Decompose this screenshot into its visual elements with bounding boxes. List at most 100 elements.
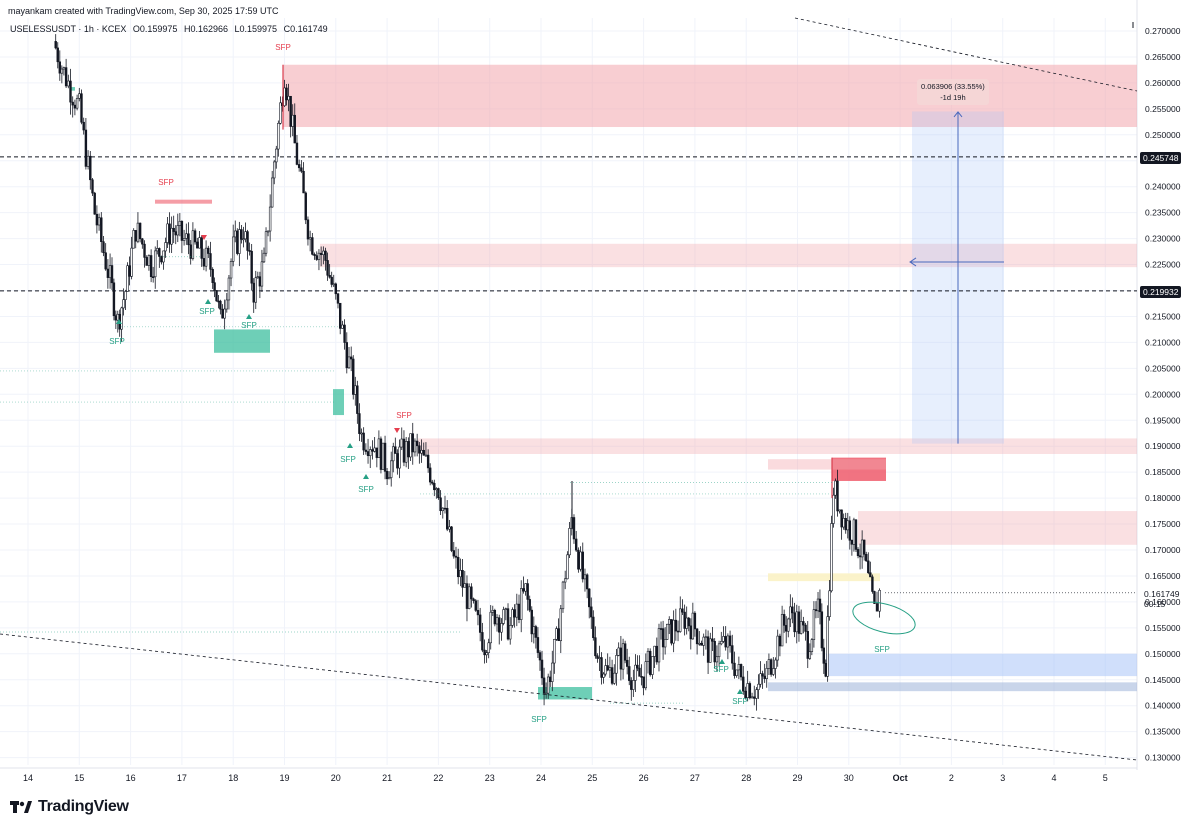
candle-body <box>795 611 798 633</box>
candle-body <box>448 526 451 530</box>
candle-body <box>854 519 858 550</box>
candle-body <box>328 274 331 278</box>
candle-body <box>810 639 814 652</box>
candle-body <box>396 453 399 469</box>
candle-body <box>293 114 296 144</box>
candle-body <box>426 454 430 469</box>
candle-body <box>489 611 492 644</box>
candle-body <box>260 261 264 287</box>
candle-body <box>536 637 540 653</box>
y-tick-label: 0.145000 <box>1145 675 1181 685</box>
candle-body <box>737 664 741 671</box>
candle-body <box>840 509 843 528</box>
candle-body <box>561 581 565 610</box>
candle-body <box>424 454 428 457</box>
candle-body <box>437 488 440 499</box>
candle-body <box>515 603 519 618</box>
candle-body <box>799 621 803 634</box>
candle-body <box>869 572 872 578</box>
candle-body <box>315 255 318 260</box>
candle-body <box>848 520 852 541</box>
sfp-up-marker <box>363 474 369 479</box>
candle-body <box>668 619 671 625</box>
candle-body <box>820 611 824 649</box>
candle-body <box>443 507 447 510</box>
y-tick-label: 0.165000 <box>1145 571 1181 581</box>
candle-body <box>506 608 510 640</box>
sfp-up-marker <box>737 689 743 694</box>
candle-body <box>319 252 323 255</box>
candle-body <box>875 603 879 612</box>
candle-body <box>787 618 790 632</box>
candle-body <box>520 588 523 620</box>
sfp-up-marker <box>246 314 252 319</box>
candle-body <box>106 268 110 278</box>
candle-body <box>588 588 591 608</box>
candle-body <box>504 608 508 610</box>
candle-body <box>661 628 665 648</box>
candle-body <box>551 662 554 682</box>
x-tick-label: 15 <box>74 773 84 783</box>
candle-body <box>295 142 299 165</box>
candle-body <box>546 676 550 694</box>
tradingview-logo[interactable]: TradingView <box>10 798 129 816</box>
candle-body <box>358 413 361 434</box>
candle-body <box>657 628 661 663</box>
y-tick-label: 0.215000 <box>1145 311 1181 321</box>
candle-body <box>114 315 118 321</box>
candle-body <box>122 299 125 309</box>
candle-body <box>213 282 216 291</box>
candle-body <box>275 148 278 163</box>
candle-body <box>364 449 368 452</box>
measure-arrow-head <box>953 111 963 118</box>
candle-body <box>865 554 868 562</box>
candle-body <box>646 650 650 663</box>
candle-body <box>804 624 807 632</box>
candle-body <box>765 667 768 679</box>
y-tick-label: 0.200000 <box>1145 389 1181 399</box>
candle-body <box>871 576 874 592</box>
candle-body <box>138 222 142 240</box>
candle-body <box>189 244 192 259</box>
candle-body <box>250 250 253 284</box>
sfp-label-bullish: SFP <box>713 665 729 674</box>
candle-body <box>644 661 647 689</box>
candle-body <box>659 628 663 630</box>
candle-body <box>693 612 697 630</box>
candle-body <box>793 612 796 633</box>
candle-body <box>283 87 286 107</box>
candle-body <box>71 101 74 106</box>
blue-demand-zone <box>826 653 1137 677</box>
candle-body <box>691 612 695 640</box>
candle-body <box>242 238 245 241</box>
candle-body <box>196 241 199 249</box>
candle-body <box>782 614 786 626</box>
candle-body <box>478 614 482 633</box>
candle-body <box>750 696 754 699</box>
candle-body <box>495 617 499 625</box>
candle-body <box>264 231 268 254</box>
candle-body <box>168 223 171 245</box>
candle-body <box>256 276 260 279</box>
candle-body <box>112 282 116 316</box>
candle-body <box>613 672 616 684</box>
candle-body <box>270 177 274 208</box>
candle-body <box>326 260 329 276</box>
candle-body <box>739 664 743 678</box>
candle-body <box>846 520 849 531</box>
sfp-label-bearish: SFP <box>275 43 291 52</box>
candle-body <box>145 257 148 266</box>
candle-body <box>715 656 719 663</box>
candle-body <box>722 636 725 642</box>
y-tick-label: 0.225000 <box>1145 260 1181 270</box>
candle-body <box>227 277 231 301</box>
candle-body <box>306 219 310 240</box>
sfp-label-bullish: SFP <box>340 455 356 464</box>
candle-body <box>304 192 307 221</box>
symbol-name[interactable]: USELESSUSDT · 1h · KCEX <box>10 24 127 34</box>
candle-body <box>526 583 529 600</box>
x-tick-label: 26 <box>639 773 649 783</box>
candle-body <box>553 639 556 664</box>
candle-body <box>838 509 841 512</box>
